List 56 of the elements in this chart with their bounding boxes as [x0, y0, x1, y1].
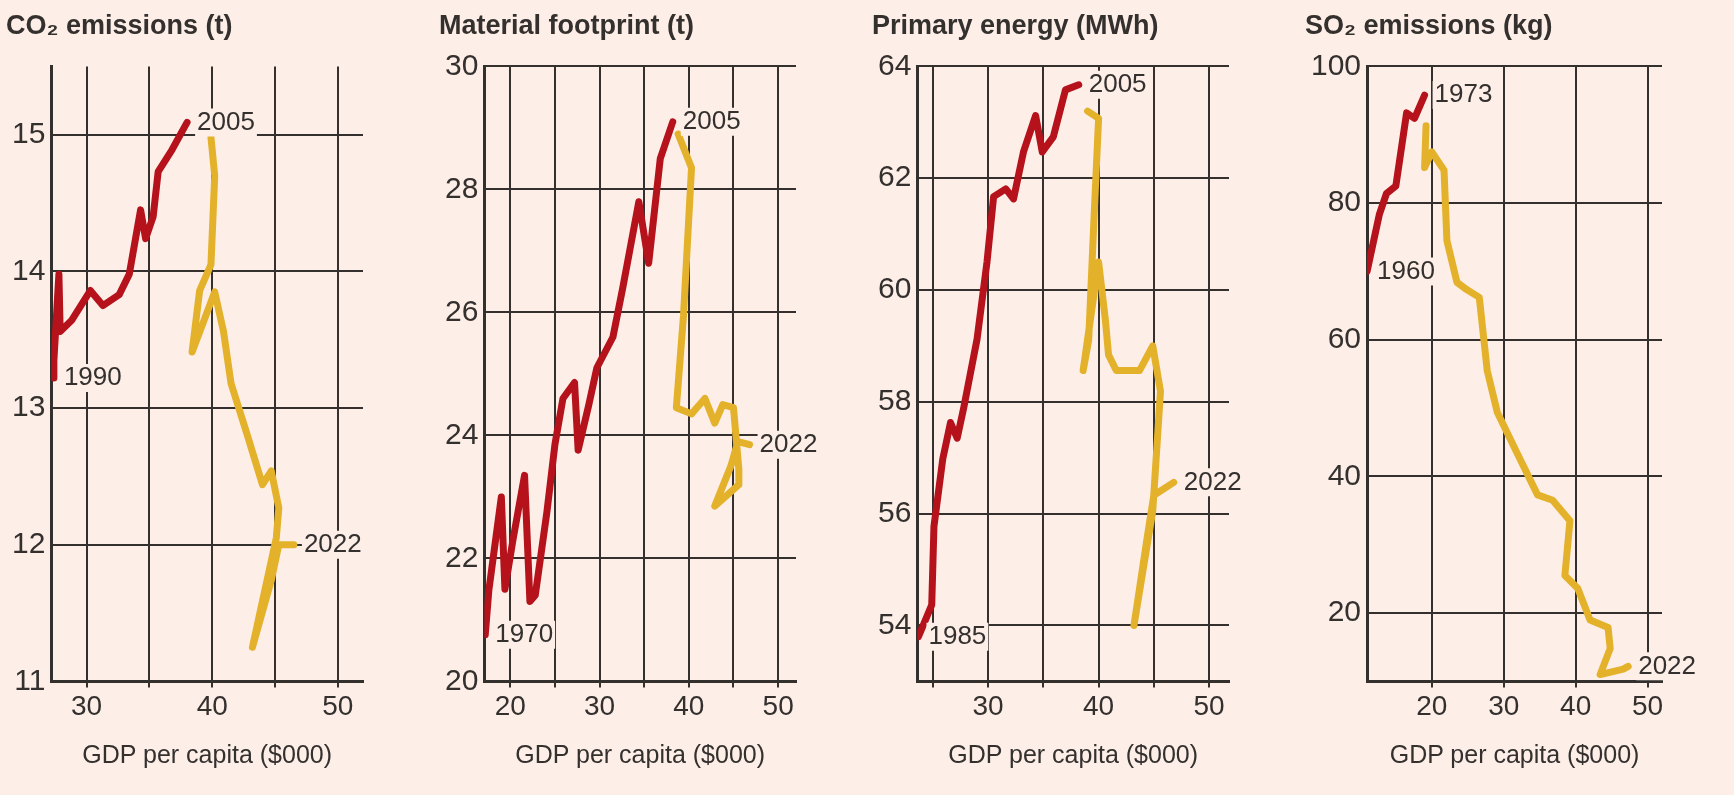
chart-title: Material footprint (t)	[439, 9, 694, 40]
x-axis-title: GDP per capita ($000)	[1389, 739, 1640, 768]
x-tick-label: 20	[494, 689, 526, 721]
y-tick-label: 11	[14, 662, 46, 696]
x-tick-label: 50	[322, 689, 354, 721]
annotation: 1990	[63, 361, 122, 392]
x-tick-label: 40	[673, 689, 705, 721]
y-tick-label: 26	[444, 293, 479, 327]
y-tick-label: 56	[877, 494, 912, 528]
annotation: 2022	[303, 527, 362, 558]
annotation: 1973	[1434, 78, 1493, 109]
x-tick-label: 50	[1193, 689, 1225, 721]
y-tick-label: 13	[11, 389, 46, 423]
x-tick-label: 50	[762, 689, 794, 721]
y-tick-label: 80	[1327, 184, 1362, 218]
annotation: 1985	[928, 619, 987, 650]
x-tick-label: 30	[972, 689, 1004, 721]
y-tick-label: 62	[877, 159, 912, 193]
y-tick-label: 22	[444, 539, 479, 573]
x-tick-label: 40	[1083, 689, 1115, 721]
y-tick-label: 20	[1327, 594, 1362, 628]
x-tick-label: 30	[583, 689, 616, 721]
annotation: 2022	[1183, 465, 1242, 496]
y-tick-label: 20	[444, 662, 479, 696]
y-tick-label: 30	[444, 47, 479, 81]
y-tick-label: 24	[444, 416, 479, 450]
chart-title: CO₂ emissions (t)	[6, 9, 233, 40]
x-axis-title: GDP per capita ($000)	[515, 739, 766, 768]
annotation: 2005	[682, 104, 741, 135]
x-tick-label: 20	[1416, 689, 1448, 721]
y-tick-label: 64	[877, 47, 912, 81]
annotation: 1960	[1377, 254, 1435, 285]
y-tick-label: 28	[444, 170, 479, 204]
x-tick-label: 50	[1632, 689, 1664, 721]
y-tick-label: 100	[1310, 47, 1362, 81]
x-axis-title: GDP per capita ($000)	[82, 739, 333, 768]
annotation: 2005	[1088, 68, 1147, 99]
y-tick-label: 60	[877, 271, 912, 305]
annotation: 2022	[1638, 649, 1697, 680]
chart-title: Primary energy (MWh)	[872, 9, 1159, 40]
annotation: 2022	[759, 427, 818, 458]
y-tick-label: 12	[11, 526, 46, 559]
x-tick-label: 40	[1560, 689, 1592, 721]
y-tick-label: 14	[11, 252, 46, 286]
x-tick-label: 30	[70, 689, 103, 721]
y-tick-label: 58	[877, 383, 912, 417]
x-tick-label: 40	[196, 689, 228, 721]
x-tick-label: 30	[1488, 689, 1520, 721]
y-tick-label: 60	[1327, 321, 1362, 354]
x-axis-title: GDP per capita ($000)	[948, 739, 1199, 768]
y-tick-label: 40	[1327, 457, 1362, 491]
chart-title: SO₂ emissions (kg)	[1305, 9, 1553, 40]
annotation: 1970	[495, 617, 554, 648]
y-tick-label: 15	[11, 116, 46, 149]
y-tick-label: 54	[877, 606, 912, 640]
annotation: 2005	[197, 105, 255, 136]
